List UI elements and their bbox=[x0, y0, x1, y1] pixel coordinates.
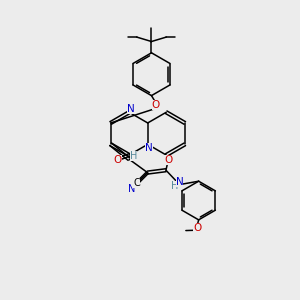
Text: C: C bbox=[134, 178, 140, 188]
Text: O: O bbox=[152, 100, 160, 110]
Text: O: O bbox=[164, 155, 172, 165]
Text: N: N bbox=[176, 177, 184, 187]
Text: H: H bbox=[171, 181, 178, 191]
Text: N: N bbox=[127, 104, 135, 114]
Text: N: N bbox=[145, 143, 153, 153]
Text: O: O bbox=[114, 154, 122, 164]
Text: O: O bbox=[193, 223, 201, 233]
Text: H: H bbox=[130, 151, 137, 161]
Text: N: N bbox=[128, 184, 135, 194]
